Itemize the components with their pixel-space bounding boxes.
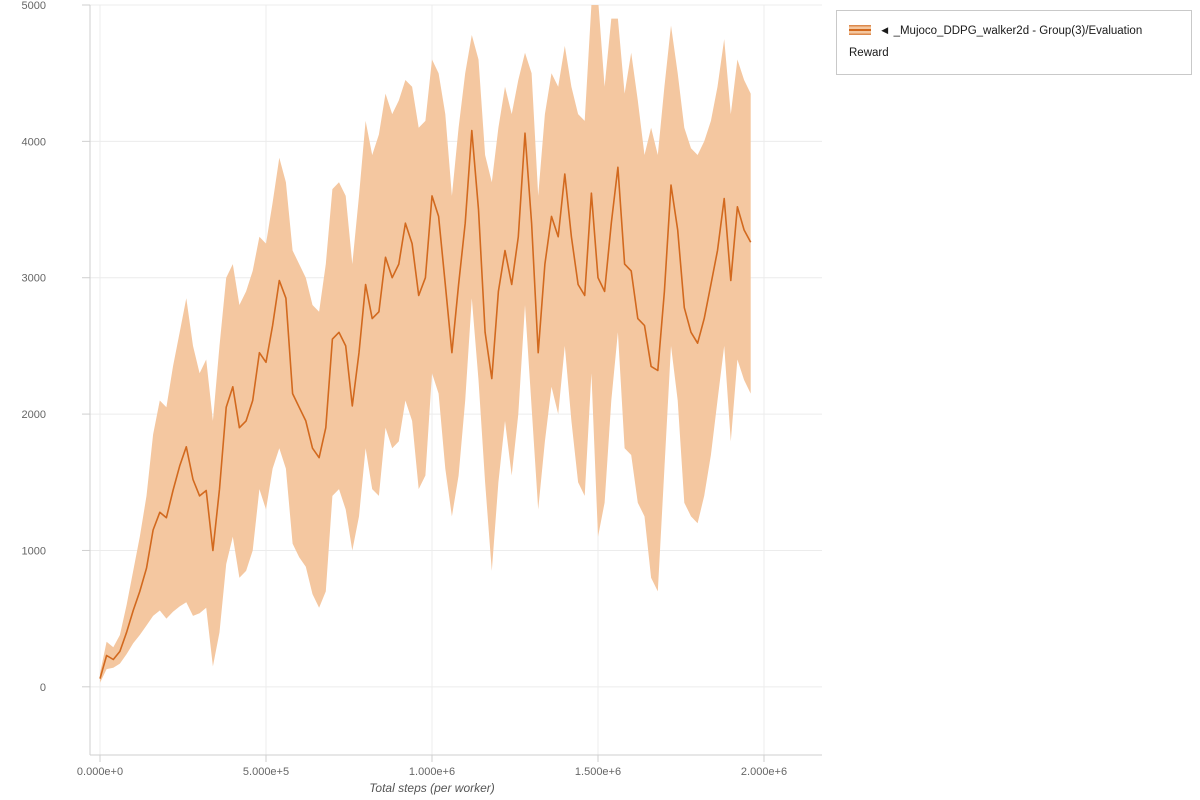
legend[interactable]: ◄ _Mujoco_DDPG_walker2d - Group(3)/Evalu…	[836, 10, 1192, 75]
mean-line	[99, 129, 752, 679]
tick-labels: 0 1000 2000 3000 4000 5000 0.000e+0 5.000e+5 1.0…	[22, 0, 788, 778]
svg-text:5.000e+5: 5.000e+5	[243, 766, 289, 778]
svg-text:1.500e+6: 1.500e+6	[575, 766, 621, 778]
svg-text:5000: 5000	[22, 0, 46, 12]
svg-text:1000: 1000	[22, 545, 46, 557]
plot-area[interactable]	[90, 5, 822, 755]
legend-swatch-evaluation-reward	[849, 25, 871, 35]
confidence-band	[100, 5, 751, 683]
x-axis-title: Total steps (per worker)	[369, 781, 495, 795]
svg-text:2000: 2000	[22, 409, 46, 421]
axes	[89, 5, 822, 756]
svg-text:0: 0	[40, 682, 46, 694]
svg-text:4000: 4000	[22, 136, 46, 148]
svg-text:1.000e+6: 1.000e+6	[409, 766, 455, 778]
tick-marks	[82, 4, 765, 762]
svg-text:0.000e+0: 0.000e+0	[77, 766, 123, 778]
svg-text:2.000e+6: 2.000e+6	[741, 766, 787, 778]
svg-text:3000: 3000	[22, 273, 46, 285]
legend-label: ◄ _Mujoco_DDPG_walker2d - Group(3)/Evalu…	[849, 25, 1143, 60]
